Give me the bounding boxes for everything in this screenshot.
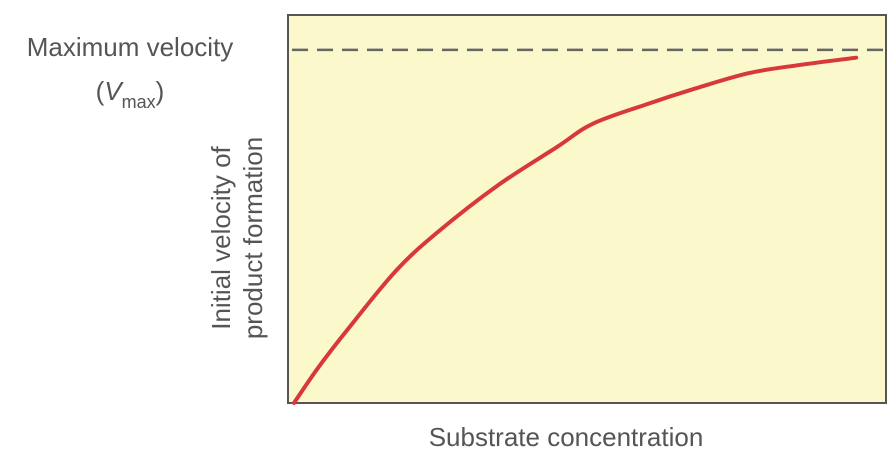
y-axis-label: Initial velocity of: [206, 145, 236, 329]
vmax-symbol: (Vmax): [96, 76, 165, 112]
vmax-label: Maximum velocity: [27, 32, 234, 62]
symbol: V: [104, 76, 124, 106]
subscript: max: [122, 92, 156, 112]
plot-area: [287, 14, 887, 404]
paren: ): [156, 76, 165, 106]
y-axis-label: product formation: [238, 137, 268, 339]
curve: [291, 55, 859, 405]
paren: (: [96, 76, 105, 106]
x-axis-label: Substrate concentration: [429, 422, 704, 452]
